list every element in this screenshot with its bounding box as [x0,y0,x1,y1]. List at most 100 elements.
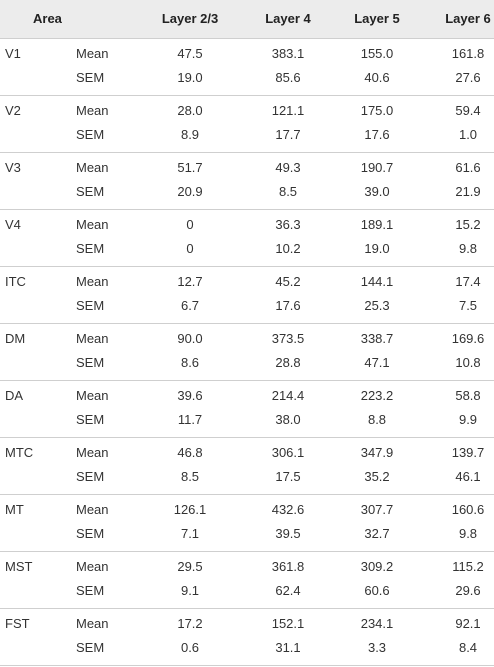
mean-value-layer-6: 169.6 [451,331,485,346]
sem-value-layer-4: 85.6 [275,70,301,85]
mean-label: Mean [76,388,109,403]
sem-label: SEM [76,241,105,256]
mean-value-layer-6: 92.1 [455,616,481,631]
table-row-group: FST Mean SEM 17.2 0.6 152.1 31.1 234.1 3.3 92.1 8.… [0,609,494,666]
table-row-group: V4 Mean SEM 0 0 36.3 10.2 189.1 19.0 15.2 9.8 [0,210,494,267]
area-label: FST [5,616,30,631]
mean-value-layer-6: 161.8 [451,46,485,61]
mean-label: Mean [76,559,109,574]
mean-value-layer-2-3: 47.5 [177,46,203,61]
sem-value-layer-5: 17.6 [364,127,390,142]
sem-value-layer-5: 35.2 [364,469,390,484]
mean-value-layer-4: 49.3 [275,160,301,175]
sem-value-layer-5: 8.8 [367,412,387,427]
sem-value-layer-5: 19.0 [364,241,390,256]
sem-label: SEM [76,184,105,199]
table-row-group: V3 Mean SEM 51.7 20.9 49.3 8.5 190.7 39.0 61.6 21.… [0,153,494,210]
mean-value-layer-2-3: 29.5 [177,559,203,574]
table-row-group: MT Mean SEM 126.1 7.1 432.6 39.5 307.7 32.7 160.6… [0,495,494,552]
mean-value-layer-4: 432.6 [271,502,305,517]
mean-label: Mean [76,331,109,346]
sem-label: SEM [76,355,105,370]
mean-label: Mean [76,502,109,517]
area-label: MST [5,559,33,574]
sem-value-layer-2-3: 0 [186,241,194,256]
mean-value-layer-2-3: 28.0 [177,103,203,118]
area-label: V4 [5,217,21,232]
mean-label: Mean [76,46,109,61]
sem-value-layer-2-3: 9.1 [180,583,200,598]
sem-value-layer-4: 17.6 [275,298,301,313]
sem-value-layer-6: 29.6 [455,583,481,598]
sem-value-layer-2-3: 6.7 [180,298,200,313]
sem-value-layer-5: 25.3 [364,298,390,313]
mean-value-layer-4: 373.5 [271,331,305,346]
table-row-group: DM Mean SEM 90.0 8.6 373.5 28.8 338.7 47.1 169.6 1… [0,324,494,381]
mean-value-layer-5: 155.0 [360,46,394,61]
mean-value-layer-5: 234.1 [360,616,394,631]
sem-value-layer-6: 27.6 [455,70,481,85]
sem-value-layer-5: 60.6 [364,583,390,598]
sem-value-layer-2-3: 11.7 [177,412,203,427]
mean-label: Mean [76,616,109,631]
sem-value-layer-6: 8.4 [458,640,478,655]
sem-label: SEM [76,127,105,142]
sem-value-layer-2-3: 0.6 [180,640,200,655]
mean-value-layer-2-3: 17.2 [177,616,203,631]
sem-value-layer-5: 47.1 [364,355,390,370]
sem-value-layer-4: 39.5 [275,526,301,541]
mean-label: Mean [76,217,109,232]
area-label: MTC [5,445,34,460]
sem-label: SEM [76,526,105,541]
table-row-group: MST Mean SEM 29.5 9.1 361.8 62.4 309.2 60.6 115.2… [0,552,494,609]
header-layer-5: Layer 5 [354,11,400,26]
mean-value-layer-6: 59.4 [455,103,481,118]
area-label: DM [5,331,26,346]
table-row-group: V2 Mean SEM 28.0 8.9 121.1 17.7 175.0 17.6 59.4 1.… [0,96,494,153]
mean-value-layer-2-3: 12.7 [177,274,203,289]
mean-value-layer-5: 190.7 [360,160,394,175]
header-layer-4: Layer 4 [265,11,311,26]
sem-label: SEM [76,70,105,85]
mean-value-layer-4: 214.4 [271,388,305,403]
mean-value-layer-5: 144.1 [360,274,394,289]
mean-value-layer-2-3: 90.0 [177,331,203,346]
sem-value-layer-5: 32.7 [364,526,390,541]
table-row-group: DA Mean SEM 39.6 11.7 214.4 38.0 223.2 8.8 58.8 9.… [0,381,494,438]
sem-value-layer-2-3: 8.5 [180,469,200,484]
mean-label: Mean [76,160,109,175]
sem-value-layer-6: 46.1 [455,469,481,484]
sem-value-layer-2-3: 8.6 [180,355,200,370]
mean-value-layer-5: 223.2 [360,388,394,403]
table-row-group: MTC Mean SEM 46.8 8.5 306.1 17.5 347.9 35.2 139.7… [0,438,494,495]
table-body: V1 Mean SEM 47.5 19.0 383.1 85.6 155.0 40.6 161.8… [0,39,494,666]
sem-value-layer-4: 17.5 [275,469,301,484]
sem-label: SEM [76,469,105,484]
mean-value-layer-4: 45.2 [275,274,301,289]
sem-value-layer-2-3: 19.0 [177,70,203,85]
sem-value-layer-6: 10.8 [455,355,481,370]
sem-value-layer-2-3: 8.9 [180,127,200,142]
mean-value-layer-4: 36.3 [275,217,301,232]
mean-value-layer-6: 58.8 [455,388,481,403]
mean-value-layer-2-3: 46.8 [177,445,203,460]
mean-value-layer-6: 139.7 [451,445,485,460]
sem-value-layer-4: 31.1 [275,640,301,655]
sem-value-layer-6: 1.0 [458,127,478,142]
table-header: Area Layer 2/3 Layer 4 Layer 5 Layer 6 [0,0,494,39]
sem-value-layer-4: 17.7 [275,127,301,142]
sem-value-layer-5: 39.0 [364,184,390,199]
mean-value-layer-2-3: 39.6 [177,388,203,403]
area-label: V3 [5,160,21,175]
mean-label: Mean [76,274,109,289]
mean-value-layer-4: 121.1 [271,103,305,118]
sem-value-layer-6: 7.5 [458,298,478,313]
mean-value-layer-4: 383.1 [271,46,305,61]
sem-value-layer-4: 10.2 [275,241,301,256]
mean-value-layer-2-3: 51.7 [177,160,203,175]
table-row-group: V1 Mean SEM 47.5 19.0 383.1 85.6 155.0 40.6 161.8… [0,39,494,96]
header-layer-6: Layer 6 [445,11,491,26]
sem-value-layer-4: 62.4 [275,583,301,598]
sem-value-layer-5: 3.3 [367,640,387,655]
